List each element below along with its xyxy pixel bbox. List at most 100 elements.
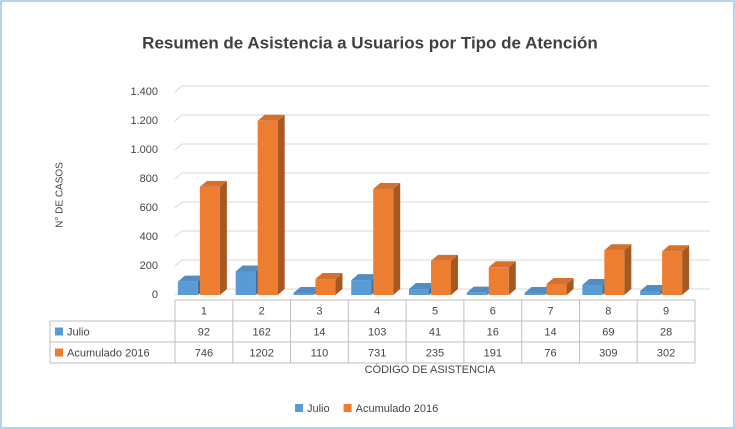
table-value: 69 bbox=[602, 326, 614, 338]
grid-line bbox=[174, 230, 183, 238]
x-tick-label: 5 bbox=[432, 305, 438, 317]
x-tick-label: 6 bbox=[490, 305, 496, 317]
bar bbox=[257, 120, 278, 296]
x-tick-label: 8 bbox=[605, 305, 611, 317]
bar-top bbox=[640, 284, 668, 291]
legend-label: Acumulado 2016 bbox=[356, 403, 439, 415]
bar-side bbox=[682, 245, 690, 295]
bar-top bbox=[662, 245, 690, 252]
grid-line bbox=[174, 259, 183, 267]
bar bbox=[373, 189, 394, 295]
bar-top bbox=[293, 286, 321, 293]
bar-top bbox=[373, 183, 401, 190]
bar bbox=[466, 292, 487, 295]
bar-top bbox=[466, 286, 494, 293]
y-tick-label: 0 bbox=[152, 289, 158, 301]
table-legend-label: Acumulado 2016 bbox=[67, 347, 150, 359]
table-legend-swatch bbox=[55, 348, 63, 357]
table-value: 110 bbox=[311, 347, 329, 359]
grid-line bbox=[174, 201, 183, 209]
bar-top bbox=[177, 275, 205, 282]
y-tick-label: 1.000 bbox=[130, 144, 158, 156]
bar-top bbox=[351, 274, 379, 281]
table-value: 41 bbox=[429, 326, 441, 338]
y-axis-title: N° DE CASOS bbox=[55, 162, 66, 228]
bar bbox=[293, 292, 314, 295]
bar bbox=[315, 279, 336, 295]
bar-top bbox=[488, 261, 516, 268]
y-tick-label: 400 bbox=[140, 231, 158, 243]
bar bbox=[582, 284, 603, 295]
table-value: 16 bbox=[487, 326, 499, 338]
bar-side bbox=[508, 261, 516, 295]
x-tick-label: 7 bbox=[547, 305, 553, 317]
bar-side bbox=[451, 254, 458, 295]
table-value: 746 bbox=[195, 347, 213, 359]
x-tick-label: 4 bbox=[374, 305, 380, 317]
bar bbox=[546, 283, 567, 295]
grid-line bbox=[174, 172, 183, 180]
bar-top bbox=[199, 180, 227, 187]
x-tick-label: 3 bbox=[316, 305, 322, 317]
legend-swatch bbox=[343, 404, 352, 412]
bar bbox=[488, 267, 509, 295]
y-tick-label: 800 bbox=[140, 173, 158, 185]
chart-title: Resumen de Asistencia a Usuarios por Tip… bbox=[142, 33, 598, 52]
bar-side bbox=[393, 183, 401, 295]
legend-swatch bbox=[295, 404, 303, 412]
bar bbox=[351, 280, 372, 295]
bar-side bbox=[219, 180, 227, 295]
table-value: 309 bbox=[599, 347, 617, 359]
x-axis-title: CÓDIGO DE ASISTENCIA bbox=[365, 363, 496, 376]
table-value: 1202 bbox=[249, 347, 273, 359]
bar bbox=[604, 250, 625, 295]
bar-top bbox=[604, 244, 632, 251]
table-value: 103 bbox=[368, 326, 386, 338]
bar bbox=[524, 292, 545, 295]
bar bbox=[431, 260, 451, 295]
bar-top bbox=[409, 283, 436, 290]
bar-side bbox=[335, 273, 343, 295]
table-value: 235 bbox=[426, 347, 444, 359]
y-tick-label: 1.400 bbox=[130, 86, 158, 98]
table-value: 191 bbox=[484, 347, 502, 359]
y-tick-label: 1.200 bbox=[130, 115, 158, 127]
table-value: 92 bbox=[198, 326, 210, 338]
bar-top bbox=[315, 273, 343, 280]
x-tick-label: 1 bbox=[201, 305, 207, 317]
table-value: 14 bbox=[313, 326, 325, 338]
bar-top bbox=[524, 286, 552, 293]
table-legend-swatch bbox=[55, 327, 63, 336]
y-tick-label: 200 bbox=[140, 260, 158, 272]
table-value: 162 bbox=[252, 326, 270, 338]
bar bbox=[409, 289, 429, 295]
bar-side bbox=[277, 114, 285, 296]
bar-top bbox=[257, 114, 285, 121]
x-tick-label: 2 bbox=[259, 305, 265, 317]
legend-label: Julio bbox=[307, 403, 330, 415]
bar bbox=[235, 271, 256, 295]
grid-line bbox=[174, 143, 183, 151]
bar-side bbox=[624, 244, 632, 295]
table-legend-label: Julio bbox=[67, 326, 90, 338]
table-value: 14 bbox=[544, 326, 556, 338]
table-value: 76 bbox=[544, 347, 556, 359]
bar bbox=[177, 281, 198, 295]
table-value: 302 bbox=[657, 347, 675, 359]
table-value: 731 bbox=[368, 347, 386, 359]
bar-top bbox=[582, 278, 610, 285]
bar bbox=[640, 290, 661, 295]
y-tick-label: 600 bbox=[140, 202, 158, 214]
grid-line bbox=[174, 114, 183, 122]
bar-top bbox=[235, 265, 263, 272]
bar-top bbox=[431, 254, 458, 261]
bar-top bbox=[546, 277, 574, 284]
bar bbox=[662, 251, 683, 295]
bar bbox=[199, 186, 220, 295]
table-value: 28 bbox=[660, 326, 672, 338]
grid-line bbox=[174, 85, 183, 93]
x-tick-label: 9 bbox=[663, 305, 669, 317]
bar-side bbox=[566, 277, 574, 295]
